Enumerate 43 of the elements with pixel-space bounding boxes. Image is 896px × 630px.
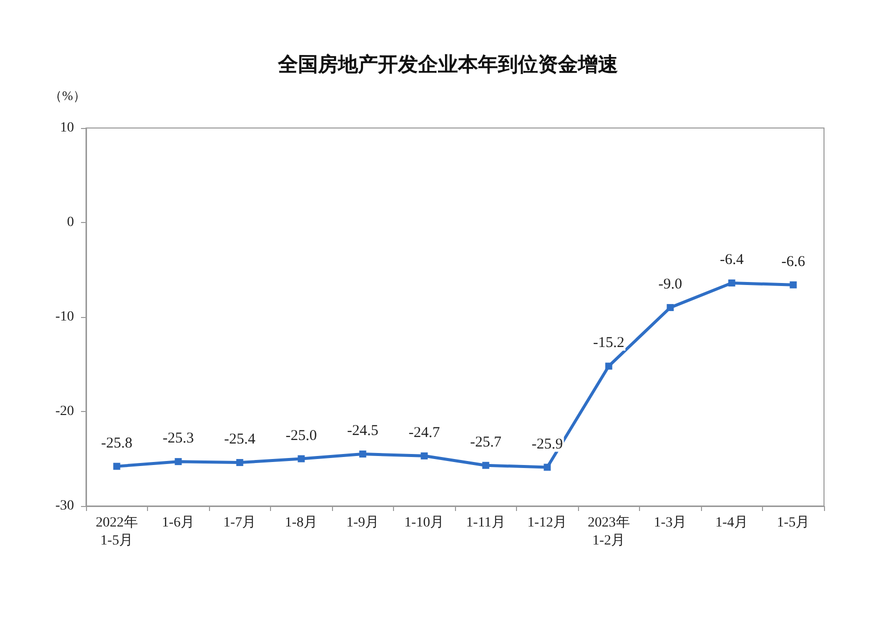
x-tick-label: 1-8月 xyxy=(284,516,318,530)
x-tick-label: 1-9月 xyxy=(346,516,380,530)
x-tick-label: 2022年 1-5月 xyxy=(96,514,138,548)
data-label: -6.6 xyxy=(781,254,806,270)
data-label: -25.9 xyxy=(532,436,563,452)
point xyxy=(790,281,797,288)
point xyxy=(482,462,490,469)
data-label: -25.3 xyxy=(162,430,194,447)
data-label: -24.5 xyxy=(347,423,378,440)
data-label: -6.4 xyxy=(720,252,744,268)
point xyxy=(174,458,182,466)
data-label: -25.4 xyxy=(224,432,256,448)
data-label: -9.0 xyxy=(658,276,682,293)
data-label: -25.8 xyxy=(101,435,132,452)
y-tick-label: 0 xyxy=(67,215,74,230)
x-tick-label: 1-12月 xyxy=(527,516,568,530)
data-label: -15.2 xyxy=(593,335,624,352)
x-tick-label: 1-7月 xyxy=(223,516,256,530)
y-tick-label: -30 xyxy=(55,498,74,514)
data-label: -25.0 xyxy=(286,428,317,444)
point xyxy=(298,455,305,462)
point xyxy=(236,459,244,466)
x-tick-label: 1-11月 xyxy=(466,516,506,530)
point xyxy=(544,464,551,471)
data-label: -25.7 xyxy=(470,434,502,450)
x-tick-label: 1-10月 xyxy=(404,516,444,530)
point xyxy=(359,450,366,458)
y-tick-label: 10 xyxy=(60,120,74,136)
x-tick-label: 1-5月 xyxy=(776,516,810,530)
y-tick-label: -10 xyxy=(55,310,74,324)
x-tick-label: 1-6月 xyxy=(162,516,195,530)
point xyxy=(113,462,120,470)
chart-title: 全国房地产开发企业本年到位资金增速 xyxy=(277,53,618,76)
x-tick-label: 2023年 1-2月 xyxy=(588,514,630,548)
x-tick-label: 1-3月 xyxy=(654,516,687,530)
y-axis-title: （%） xyxy=(49,88,86,103)
point xyxy=(728,279,736,286)
x-tick-label: 1-4月 xyxy=(715,516,748,530)
point xyxy=(666,304,674,312)
point xyxy=(605,362,612,370)
point xyxy=(420,452,428,460)
y-tick-label: -20 xyxy=(55,404,74,419)
data-label: -24.7 xyxy=(408,424,440,441)
